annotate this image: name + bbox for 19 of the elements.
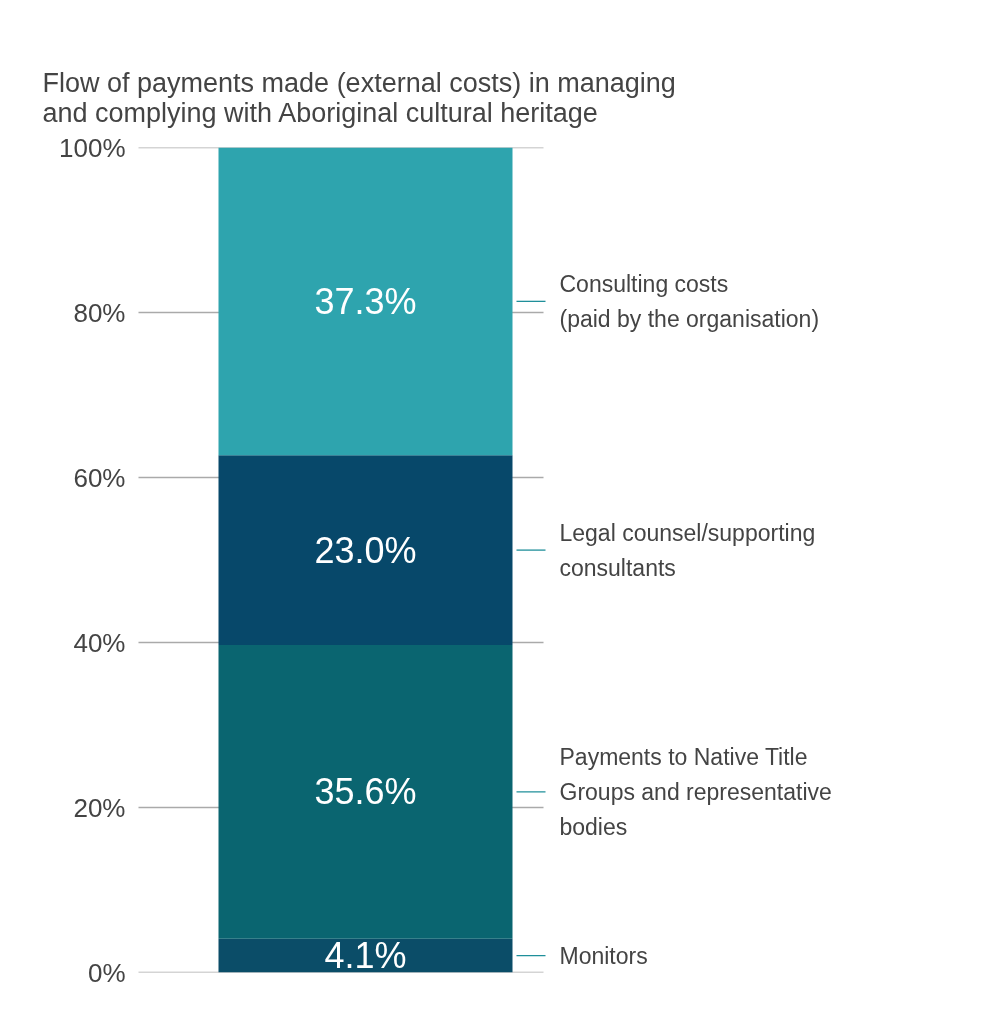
y-tick-label: 100% — [59, 132, 126, 163]
bar — [218, 455, 513, 645]
data-label: 23.0% — [314, 529, 417, 571]
y-tick-label: 80% — [73, 297, 126, 328]
text: Monitors — [559, 942, 648, 969]
bar — [218, 938, 513, 973]
data-label: 37.3% — [314, 280, 417, 322]
chart-title: Flow of payments made (external costs) in managing and complying with Aboriginal cultural heritage — [42, 67, 676, 128]
y-tick-label: 0% — [87, 957, 126, 988]
y-tick-label: 20% — [73, 792, 126, 823]
data-label: 35.6% — [314, 771, 417, 813]
text: Payments to Native Title Groups and representative bodies — [559, 743, 832, 840]
bar — [218, 644, 513, 939]
data-label: 4.1% — [324, 935, 407, 977]
text: Consulting costs (paid by the organisation) — [559, 270, 820, 332]
text: Legal counsel/supporting consultants — [559, 519, 816, 581]
bar — [218, 147, 513, 456]
y-tick-label: 60% — [73, 462, 126, 493]
y-tick-label: 40% — [73, 627, 126, 658]
